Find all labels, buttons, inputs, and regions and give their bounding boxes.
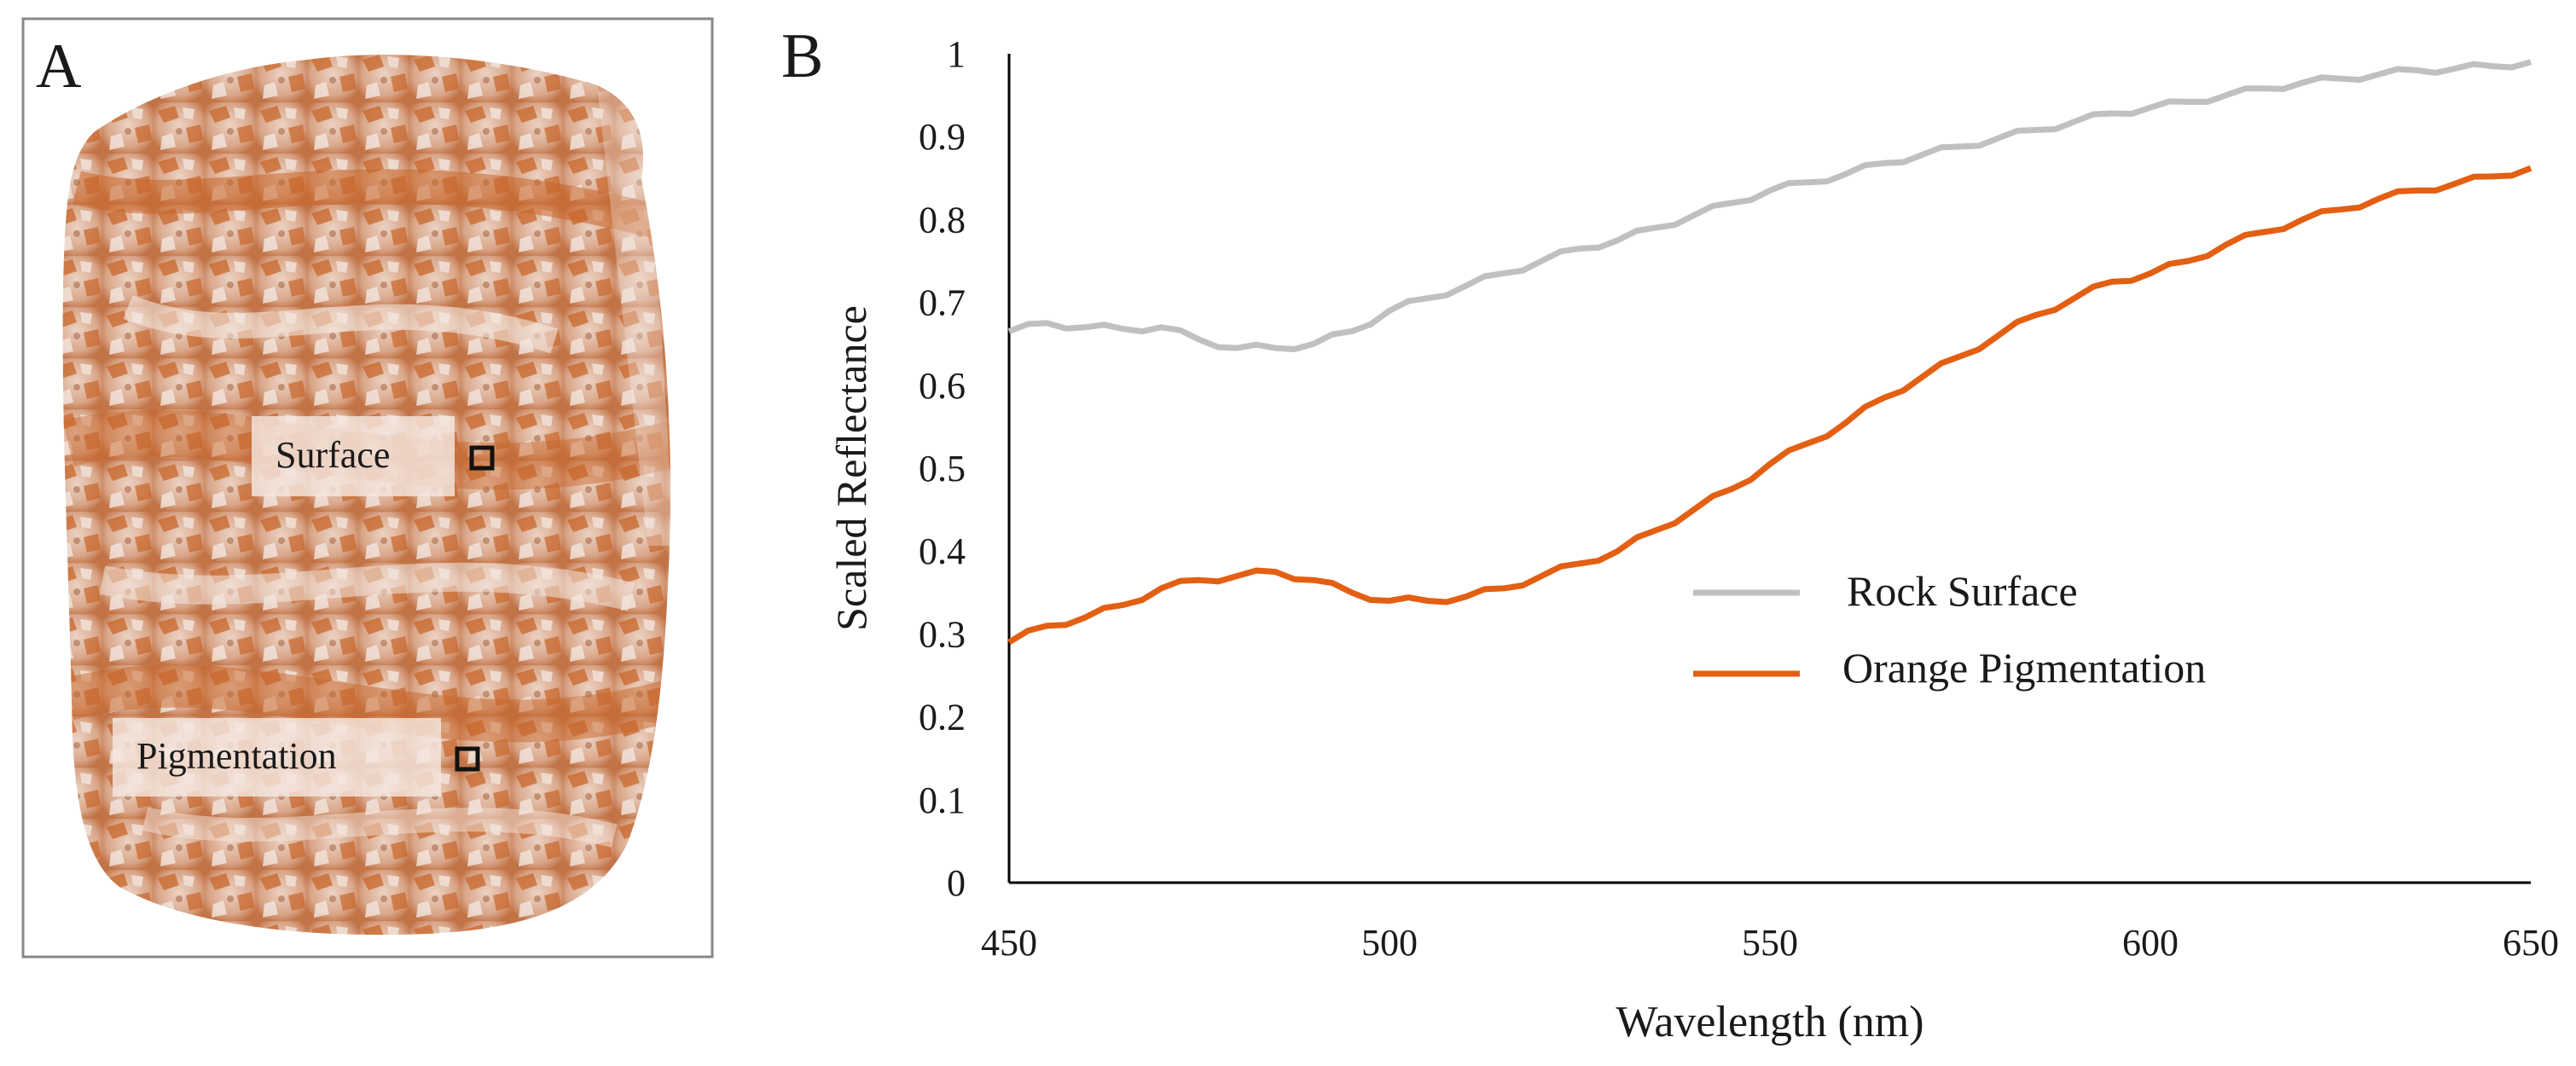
series-line-orange-pigmentation bbox=[1007, 165, 2532, 646]
panel-b-label: B bbox=[781, 21, 823, 91]
y-tick-label: 0 bbox=[947, 862, 966, 904]
surface-label: Surface bbox=[276, 434, 390, 476]
x-tick-label: 600 bbox=[2122, 922, 2179, 964]
y-tick-label: 0.1 bbox=[919, 779, 966, 821]
y-tick-label: 0.4 bbox=[919, 530, 966, 572]
pigmentation-label: Pigmentation bbox=[136, 735, 337, 777]
y-tick-label: 0.9 bbox=[919, 116, 966, 158]
series-line-rock-surface bbox=[1007, 59, 2532, 352]
x-tick-labels: 450 500 550 600 650 bbox=[981, 922, 2559, 964]
y-tick-label: 0.8 bbox=[919, 199, 966, 240]
y-tick-label: 0.5 bbox=[919, 448, 966, 490]
y-axis-title: Scaled Reflectance bbox=[827, 305, 875, 631]
panel-a: A Surface Pigmentation bbox=[21, 17, 714, 959]
x-tick-label: 500 bbox=[1361, 922, 1418, 964]
legend: Rock Surface Orange Pigmentation bbox=[1693, 567, 2206, 692]
pigmentation-label-box bbox=[113, 718, 441, 797]
legend-label-rock-surface: Rock Surface bbox=[1847, 567, 2078, 615]
x-tick-label: 550 bbox=[1742, 922, 1798, 964]
panel-b: B 0 0.1 0.2 0.3 0.4 0.5 0.6 0.7 0.8 0.9 1 450 500 55… bbox=[781, 21, 2559, 1046]
legend-label-orange-pigmentation: Orange Pigmentation bbox=[1842, 644, 2206, 692]
x-tick-label: 450 bbox=[981, 922, 1037, 964]
y-tick-label: 1 bbox=[947, 33, 966, 75]
y-tick-label: 0.3 bbox=[919, 613, 966, 655]
pigmentation-annotation: Pigmentation bbox=[113, 718, 480, 797]
x-tick-label: 650 bbox=[2503, 922, 2559, 964]
y-tick-labels: 0 0.1 0.2 0.3 0.4 0.5 0.6 0.7 0.8 0.9 1 bbox=[919, 33, 966, 904]
surface-label-box bbox=[252, 416, 455, 496]
y-tick-label: 0.2 bbox=[919, 697, 966, 739]
y-tick-label: 0.6 bbox=[919, 365, 966, 407]
surface-annotation: Surface bbox=[252, 416, 495, 496]
y-tick-label: 0.7 bbox=[919, 282, 966, 324]
surface-marker bbox=[469, 445, 495, 471]
series-lines bbox=[1007, 59, 2532, 646]
reflectance-chart: 0 0.1 0.2 0.3 0.4 0.5 0.6 0.7 0.8 0.9 1 450 500 550 6… bbox=[827, 33, 2559, 1046]
panel-a-label: A bbox=[36, 32, 81, 101]
pigmentation-marker bbox=[455, 746, 480, 772]
x-axis-title: Wavelength (nm) bbox=[1616, 998, 1923, 1046]
